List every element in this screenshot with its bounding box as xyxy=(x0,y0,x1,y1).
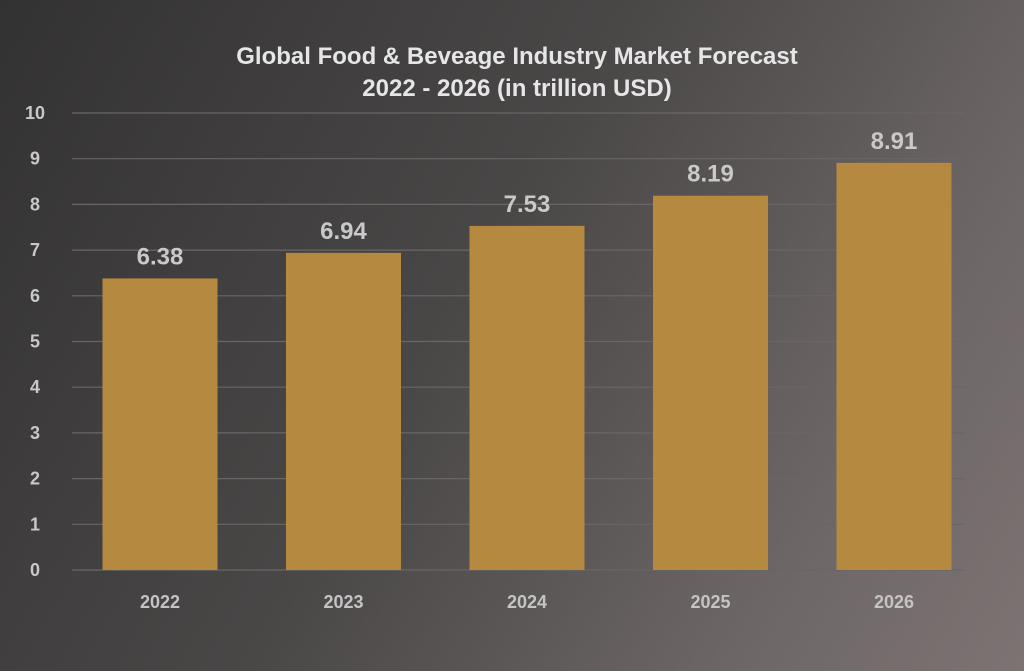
bar-2025 xyxy=(653,195,768,571)
data-label: 6.94 xyxy=(320,218,367,245)
x-tick-label: 2026 xyxy=(874,592,914,612)
x-tick-label: 2024 xyxy=(507,592,547,612)
data-label: 8.19 xyxy=(687,161,734,188)
y-tick-label: 4 xyxy=(30,377,40,397)
y-tick-label: 8 xyxy=(30,194,40,214)
y-tick-label: 1 xyxy=(30,514,40,534)
chart-title: Global Food & Beveage Industry Market Fo… xyxy=(236,43,797,70)
y-tick-label: 10 xyxy=(25,103,45,123)
y-tick-label: 5 xyxy=(30,332,40,352)
y-tick-label: 9 xyxy=(30,149,40,169)
x-tick-label: 2025 xyxy=(690,592,730,612)
data-label: 7.53 xyxy=(504,191,551,218)
y-tick-label: 6 xyxy=(30,286,40,306)
data-label: 8.91 xyxy=(871,128,918,155)
bar-2022 xyxy=(102,278,218,570)
x-tick-label: 2022 xyxy=(140,592,180,612)
bar-2024 xyxy=(469,225,585,570)
y-tick-label: 2 xyxy=(30,469,40,489)
y-tick-label: 0 xyxy=(30,560,40,580)
x-tick-label: 2023 xyxy=(323,592,363,612)
data-label: 6.38 xyxy=(137,243,184,270)
y-tick-label: 3 xyxy=(30,423,40,443)
y-tick-label: 7 xyxy=(30,240,40,260)
chart-subtitle: 2022 - 2026 (in trillion USD) xyxy=(362,75,671,102)
bar-2026 xyxy=(836,162,952,571)
bar-2023 xyxy=(286,252,401,571)
